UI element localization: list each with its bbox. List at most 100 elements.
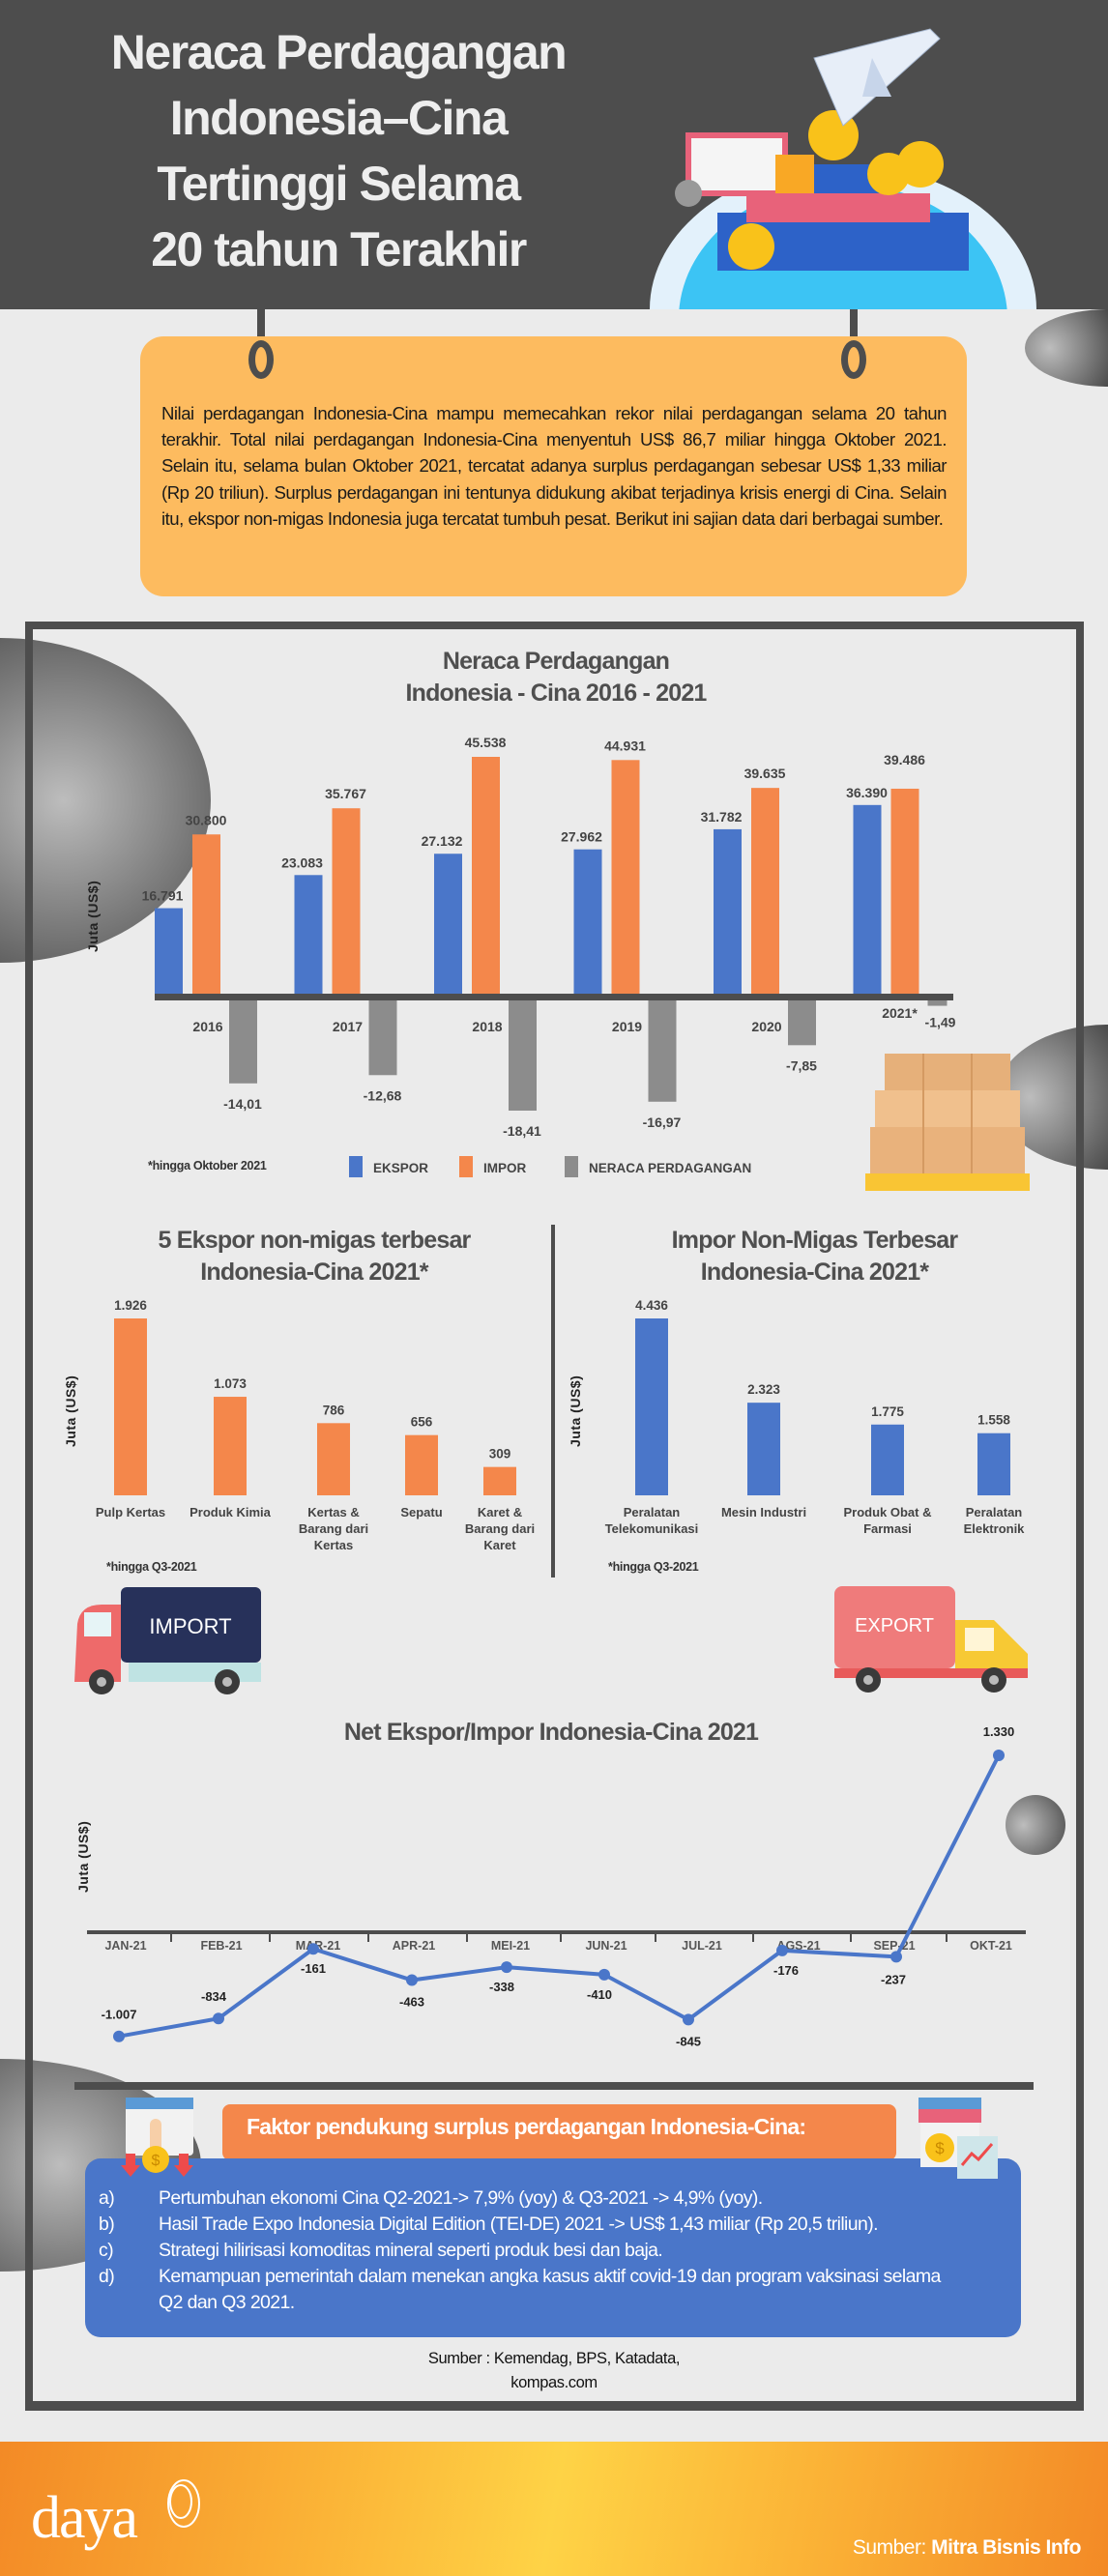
bar-value-label: 309 bbox=[489, 1447, 511, 1462]
neraca-value-label: -16,97 bbox=[643, 1114, 682, 1130]
net-value-label: -338 bbox=[489, 1980, 514, 1994]
sources-text: Sumber : Kemendag, BPS, Katadata, kompas… bbox=[0, 2347, 1108, 2395]
impor-value-label: 30.800 bbox=[186, 812, 227, 827]
x-axis-line bbox=[155, 994, 953, 1000]
faktor-item-text: Pertumbuhan ekonomi Cina Q2-2021-> 7,9% … bbox=[159, 2187, 763, 2209]
net-data-point bbox=[598, 1968, 610, 1981]
import-chart-footnote: *hingga Q3-2021 bbox=[608, 1560, 699, 1574]
net-data-point bbox=[683, 2013, 694, 2026]
export-chart-footnote: *hingga Q3-2021 bbox=[106, 1560, 197, 1574]
page-title: Neraca Perdagangan Indonesia–Cina Tertin… bbox=[39, 19, 638, 282]
ekspor-value-label: 31.782 bbox=[701, 809, 743, 825]
footer-source-name: Mitra Bisnis Info bbox=[931, 2536, 1081, 2559]
neraca-bar bbox=[927, 997, 948, 1006]
net-value-label: -176 bbox=[773, 1963, 799, 1978]
category-label: Pulp Kertas bbox=[96, 1505, 165, 1520]
category-label: Kertas bbox=[314, 1538, 353, 1552]
x-axis-tick bbox=[655, 1932, 656, 1942]
year-tick-label: 2021* bbox=[882, 1005, 918, 1021]
bar-value-label: 1.073 bbox=[214, 1376, 247, 1391]
impor-value-label: 35.767 bbox=[325, 786, 366, 801]
net-value-label: 1.330 bbox=[983, 1724, 1015, 1739]
nonmigas-bar bbox=[635, 1318, 668, 1495]
bar-value-label: 786 bbox=[323, 1403, 345, 1417]
net-chart-title: Net Ekspor/Impor Indonesia-Cina 2021 bbox=[343, 1719, 759, 1746]
x-axis-tick bbox=[269, 1932, 271, 1942]
category-label: Telekomunikasi bbox=[605, 1521, 699, 1536]
impor-bar bbox=[890, 788, 919, 997]
ekspor-value-label: 27.962 bbox=[561, 829, 602, 845]
category-label: Sepatu bbox=[400, 1505, 442, 1520]
title-line: Indonesia–Cina bbox=[169, 91, 509, 145]
neraca-value-label: -7,85 bbox=[786, 1057, 817, 1073]
impor-value-label: 39.635 bbox=[744, 766, 786, 781]
faktor-item-text: Strategi hilirisasi komoditas mineral se… bbox=[159, 2240, 663, 2261]
click-money-icon: $ bbox=[121, 2098, 193, 2177]
x-axis-tick bbox=[752, 1932, 754, 1942]
chart1-title: Neraca Perdagangan Indonesia - Cina 2016… bbox=[290, 646, 822, 709]
year-tick-label: 2017 bbox=[333, 1019, 363, 1034]
month-tick-label: JUL-21 bbox=[682, 1939, 722, 1953]
bar-value-label: 1.775 bbox=[871, 1404, 904, 1419]
month-tick-label: JUN-21 bbox=[585, 1939, 627, 1953]
title-line: Tertinggi Selama bbox=[157, 157, 521, 211]
bar-value-label: 1.558 bbox=[977, 1413, 1010, 1428]
impor-value-label: 39.486 bbox=[884, 752, 925, 767]
net-value-label: -410 bbox=[587, 1987, 612, 2002]
ekspor-value-label: 27.132 bbox=[422, 833, 463, 849]
import-chart-title-line: Impor Non-Migas Terbesar bbox=[671, 1227, 958, 1254]
logo-swirl-icon bbox=[167, 2479, 200, 2528]
category-label: Barang dari bbox=[465, 1521, 535, 1536]
intro-box: Nilai perdagangan Indonesia-Cina mampu m… bbox=[140, 336, 967, 596]
faktor-item-letter: b) bbox=[99, 2214, 115, 2235]
title-line: Neraca Perdagangan bbox=[110, 25, 568, 79]
year-tick-label: 2018 bbox=[472, 1019, 502, 1034]
net-value-label: -463 bbox=[399, 1995, 424, 2010]
svg-text:$: $ bbox=[935, 2139, 945, 2157]
net-value-label: -834 bbox=[201, 1989, 227, 2004]
footer-source-prefix: Sumber: bbox=[852, 2536, 926, 2559]
export-chart-title: 5 Ekspor non-migas terbesar Indonesia-Ci… bbox=[102, 1225, 527, 1288]
ekspor-bar bbox=[434, 854, 462, 997]
sources-line: kompas.com bbox=[510, 2374, 598, 2391]
net-series-line bbox=[118, 1754, 1001, 2039]
legend-label: NERACA PERDAGANGAN bbox=[589, 1161, 751, 1175]
faktor-list: a) Pertumbuhan ekonomi Cina Q2-2021-> 7,9… bbox=[85, 2158, 1021, 2337]
coin-icon bbox=[897, 141, 944, 188]
month-tick-label: SEP-21 bbox=[873, 1939, 915, 1953]
hook-line bbox=[257, 309, 265, 348]
net-data-point bbox=[213, 2012, 224, 2025]
x-axis-tick bbox=[850, 1932, 852, 1942]
month-tick-label: JAN-21 bbox=[104, 1939, 146, 1953]
x-axis-tick bbox=[170, 1932, 172, 1942]
impor-bar bbox=[192, 834, 220, 997]
title-line: 20 tahun Terakhir bbox=[151, 222, 527, 276]
legend-swatch bbox=[565, 1156, 578, 1177]
month-tick-label: OKT-21 bbox=[970, 1939, 1012, 1953]
faktor-title: Faktor pendukung surplus perdagangan Ind… bbox=[222, 2104, 896, 2160]
nonmigas-bar bbox=[483, 1466, 516, 1495]
neraca-bar bbox=[368, 997, 397, 1076]
net-value-label: -1.007 bbox=[102, 2008, 137, 2022]
neraca-value-label: -12,68 bbox=[364, 1087, 402, 1103]
neraca-value-label: -18,41 bbox=[503, 1123, 541, 1139]
impor-bar bbox=[472, 757, 500, 997]
x-axis-tick bbox=[367, 1932, 369, 1942]
decorative-circle bbox=[1006, 1795, 1065, 1855]
category-label: Kertas & bbox=[307, 1505, 359, 1520]
chart1-svg: 16.791 30.800 -14,01 2016 23.083 35.767 -12,68… bbox=[142, 735, 956, 1177]
svg-text:$: $ bbox=[152, 2153, 160, 2169]
net-data-point bbox=[113, 2030, 125, 2042]
neraca-value-label: -14,01 bbox=[223, 1096, 262, 1112]
intro-text: Nilai perdagangan Indonesia-Cina mampu m… bbox=[161, 403, 948, 529]
impor-value-label: 45.538 bbox=[465, 735, 507, 750]
daya-logo: daya bbox=[31, 2485, 138, 2551]
shop-growth-icon: $ bbox=[918, 2098, 998, 2179]
category-label: Mesin Industri bbox=[721, 1505, 806, 1520]
export-chart-title-line: 5 Ekspor non-migas terbesar bbox=[158, 1227, 472, 1254]
category-label: Peralatan bbox=[624, 1505, 681, 1520]
net-data-point bbox=[890, 1951, 902, 1963]
ekspor-value-label: 23.083 bbox=[281, 854, 323, 870]
bar-value-label: 1.926 bbox=[114, 1298, 147, 1313]
neraca-value-label: -1,49 bbox=[925, 1015, 956, 1030]
